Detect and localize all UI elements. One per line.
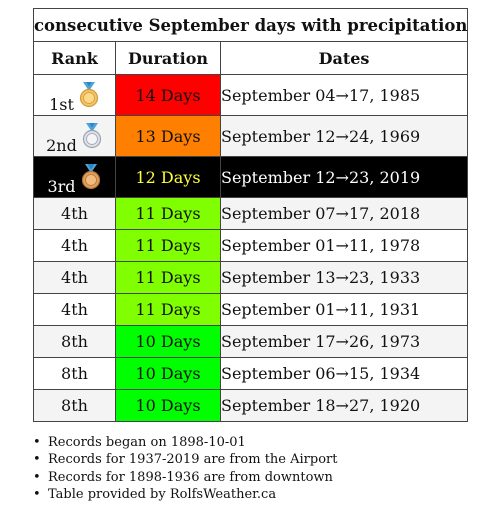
note-text: Records for 1898-1936 are from downtown xyxy=(48,469,333,485)
duration-cell: 11 Days xyxy=(115,229,221,262)
note-text: Records began on 1898-10-01 xyxy=(48,435,246,450)
dates-cell: September 07→17, 2018 xyxy=(220,197,468,230)
table-row: 4th 11 Days September 01→11, 1978 xyxy=(33,229,468,262)
rank-cell: 4th xyxy=(33,197,116,230)
list-item: • Records for 1898-1936 are from downtown xyxy=(33,469,333,485)
dates-cell: September 01→11, 1978 xyxy=(220,229,468,262)
duration-cell: 11 Days xyxy=(115,197,221,230)
duration-cell: 10 Days xyxy=(115,389,221,422)
duration-cell: 12 Days xyxy=(115,156,221,198)
list-item: • Table provided by RolfsWeather.ca xyxy=(33,486,277,502)
table-row: 8th 10 Days September 17→26, 1973 xyxy=(33,325,468,358)
duration-cell: 11 Days xyxy=(115,293,221,326)
header-rank: Rank xyxy=(33,41,116,75)
list-item: • Records began on 1898-10-01 xyxy=(33,435,246,450)
table-row: 3rd 12 Days September 12→23, 2019 xyxy=(33,156,468,198)
table-row: 2nd 13 Days September 12→24, 1969 xyxy=(33,115,468,157)
list-item: • Records for 1937-2019 are from the Airp… xyxy=(33,452,338,468)
rank-cell: 4th xyxy=(33,293,116,326)
table-row: 1st 14 Days September 04→17, 1985 xyxy=(33,74,468,116)
rank-cell: 3rd xyxy=(33,156,116,198)
table-row: 8th 10 Days September 06→15, 1934 xyxy=(33,357,468,390)
rank-cell: 4th xyxy=(33,229,116,262)
bronze-medal-icon xyxy=(80,164,102,190)
table-row: 8th 10 Days September 18→27, 1920 xyxy=(33,389,468,422)
rank-label: 2nd xyxy=(46,136,77,155)
duration-cell: 13 Days xyxy=(115,115,221,157)
rank-cell: 8th xyxy=(33,389,116,422)
dates-cell: September 12→23, 2019 xyxy=(220,156,468,198)
rank-cell: 8th xyxy=(33,325,116,358)
gold-medal-icon xyxy=(78,82,100,108)
records-table: consecutive September days with precipit… xyxy=(33,8,468,422)
rank-cell: 4th xyxy=(33,261,116,294)
table-row: 4th 11 Days September 07→17, 2018 xyxy=(33,197,468,230)
table-row: 4th 11 Days September 01→11, 1931 xyxy=(33,293,468,326)
dates-cell: September 04→17, 1985 xyxy=(220,74,468,116)
rank-cell: 2nd xyxy=(33,115,116,157)
header-duration: Duration xyxy=(115,41,221,75)
rank-label: 3rd xyxy=(47,177,76,196)
dates-cell: September 17→26, 1973 xyxy=(220,325,468,358)
dates-cell: September 12→24, 1969 xyxy=(220,115,468,157)
rank-cell: 8th xyxy=(33,357,116,390)
table-title: consecutive September days with precipit… xyxy=(33,8,468,42)
note-text: Records for 1937-2019 are from the Airpo… xyxy=(48,452,338,468)
duration-cell: 10 Days xyxy=(115,325,221,358)
note-text: Table provided by RolfsWeather.ca xyxy=(48,486,277,502)
header-dates: Dates xyxy=(220,41,468,75)
dates-cell: September 06→15, 1934 xyxy=(220,357,468,390)
dates-cell: September 18→27, 1920 xyxy=(220,389,468,422)
silver-medal-icon xyxy=(81,123,103,149)
duration-cell: 10 Days xyxy=(115,357,221,390)
duration-cell: 11 Days xyxy=(115,261,221,294)
rank-cell: 1st xyxy=(33,74,116,116)
duration-cell: 14 Days xyxy=(115,74,221,116)
dates-cell: September 01→11, 1931 xyxy=(220,293,468,326)
rank-label: 1st xyxy=(49,95,74,114)
notes-list: • Records began on 1898-10-01 • Records fo… xyxy=(30,434,337,503)
dates-cell: September 13→23, 1933 xyxy=(220,261,468,294)
table-row: 4th 11 Days September 13→23, 1933 xyxy=(33,261,468,294)
